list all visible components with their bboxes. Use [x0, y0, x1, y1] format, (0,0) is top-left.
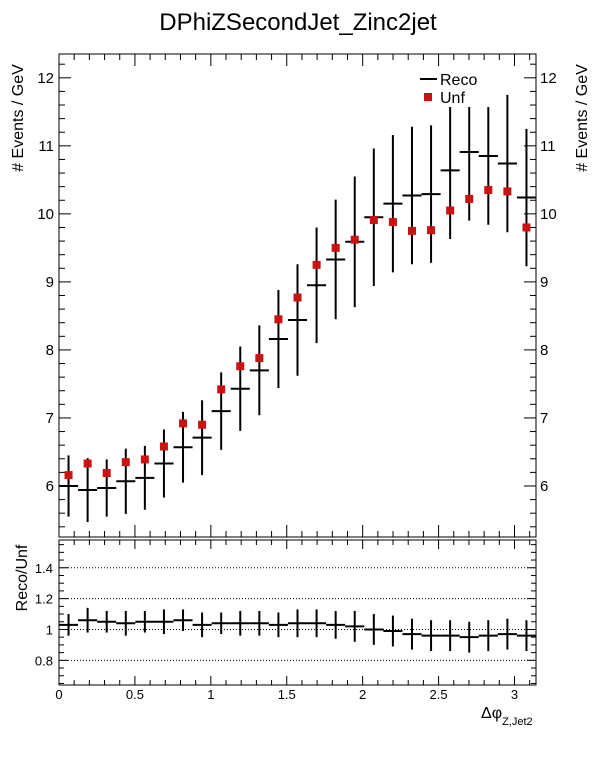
ratio-series	[59, 607, 537, 653]
main-ytick-label-right: 9	[540, 274, 548, 291]
ratio-xtick-label: 0	[55, 687, 62, 702]
main-ytick-label-left: 10	[37, 206, 54, 223]
main-ytick-label-right: 8	[540, 342, 548, 359]
ratio-xaxis: 0 0.5 1 1.5 2 2.5 3	[55, 540, 531, 702]
legend-unf-label: Unf	[440, 90, 465, 107]
legend-reco-label: Reco	[440, 72, 477, 89]
ratio-panel-frame	[58, 539, 537, 686]
unf-point	[407, 226, 416, 235]
unf-point	[427, 226, 436, 235]
main-ytick-label-right: 12	[540, 70, 557, 87]
unf-point	[312, 260, 321, 269]
unf-point	[198, 420, 207, 429]
main-xaxis	[58, 54, 531, 537]
unf-point	[102, 469, 111, 478]
main-ytick-label-left: 11	[38, 138, 54, 155]
ratio-xtick-label: 3	[511, 687, 518, 702]
main-yaxis-right: 6 7 8 9 10 11 12	[524, 63, 557, 528]
main-ytick-label-left: 12	[37, 70, 54, 87]
main-ytick-label-left: 9	[46, 274, 54, 291]
ratio-xtick-label: 1	[207, 687, 214, 702]
ratio-ytick-label: 1	[46, 622, 53, 637]
legend-unf-marker	[424, 93, 432, 101]
unf-point	[331, 243, 340, 252]
unf-point	[236, 362, 245, 371]
ratio-xlabel: ΔφZ,Jet2	[481, 705, 533, 728]
main-ytick-label-left: 8	[46, 342, 54, 359]
unf-point	[274, 315, 283, 324]
ratio-xtick-label: 2.5	[430, 687, 448, 702]
unf-point	[83, 459, 92, 468]
unf-point	[159, 442, 168, 451]
ratio-ytick-label: 1.4	[35, 561, 53, 576]
main-ytick-label-left: 7	[46, 410, 54, 427]
ratio-xtick-label: 0.5	[126, 687, 144, 702]
unf-point	[522, 223, 531, 232]
legend: Reco Unf	[414, 67, 494, 107]
ratio-ytick-label: 0.8	[35, 653, 53, 668]
chart-title: DPhiZSecondJet_Zinc2jet	[159, 9, 437, 36]
ratio-xlabel-subscript: Z,Jet2	[502, 716, 533, 728]
reco-series	[59, 83, 537, 523]
main-ylabel-right: # Events / GeV	[574, 64, 591, 172]
main-yaxis-left: 6 7 8 9 10 11 12	[37, 63, 71, 528]
unf-point	[503, 187, 512, 196]
main-ytick-label-right: 7	[540, 410, 548, 427]
ratio-ylabel: Reco/Unf	[14, 544, 31, 611]
ratio-ytick-label: 1.2	[35, 592, 53, 607]
main-panel: 6 7 8 9 10 11 12 6 7 8 9 10 11 12 # Events / GeV # E…	[10, 53, 591, 538]
main-ylabel-left: # Events / GeV	[10, 64, 27, 172]
unf-point	[369, 215, 378, 224]
unf-point	[446, 206, 455, 215]
unf-point	[179, 419, 188, 428]
unf-point	[140, 455, 149, 464]
unf-point	[255, 354, 264, 363]
unf-point	[217, 385, 226, 394]
main-ytick-label-right: 11	[540, 138, 556, 155]
unf-point	[293, 293, 302, 302]
main-ytick-label-right: 6	[540, 478, 548, 495]
ratio-yaxis: 0.8 1 1.2 1.4	[35, 544, 536, 684]
ratio-xlabel-main: Δφ	[481, 705, 502, 722]
unf-point	[64, 471, 73, 480]
unf-series	[64, 186, 531, 480]
unf-point	[484, 186, 493, 195]
ratio-xtick-label: 2	[359, 687, 366, 702]
main-ytick-label-left: 6	[46, 478, 54, 495]
unf-point	[121, 458, 130, 467]
unf-point	[350, 235, 359, 244]
unf-point	[465, 194, 474, 203]
main-ytick-label-right: 10	[540, 206, 557, 223]
ratio-panel: 0.8 1 1.2 1.4 0 0.5 1 1.5 2 2.5 3 Reco/Unf ΔφZ,Je…	[14, 539, 537, 728]
ratio-xtick-label: 1.5	[278, 687, 296, 702]
unf-point	[388, 218, 397, 227]
